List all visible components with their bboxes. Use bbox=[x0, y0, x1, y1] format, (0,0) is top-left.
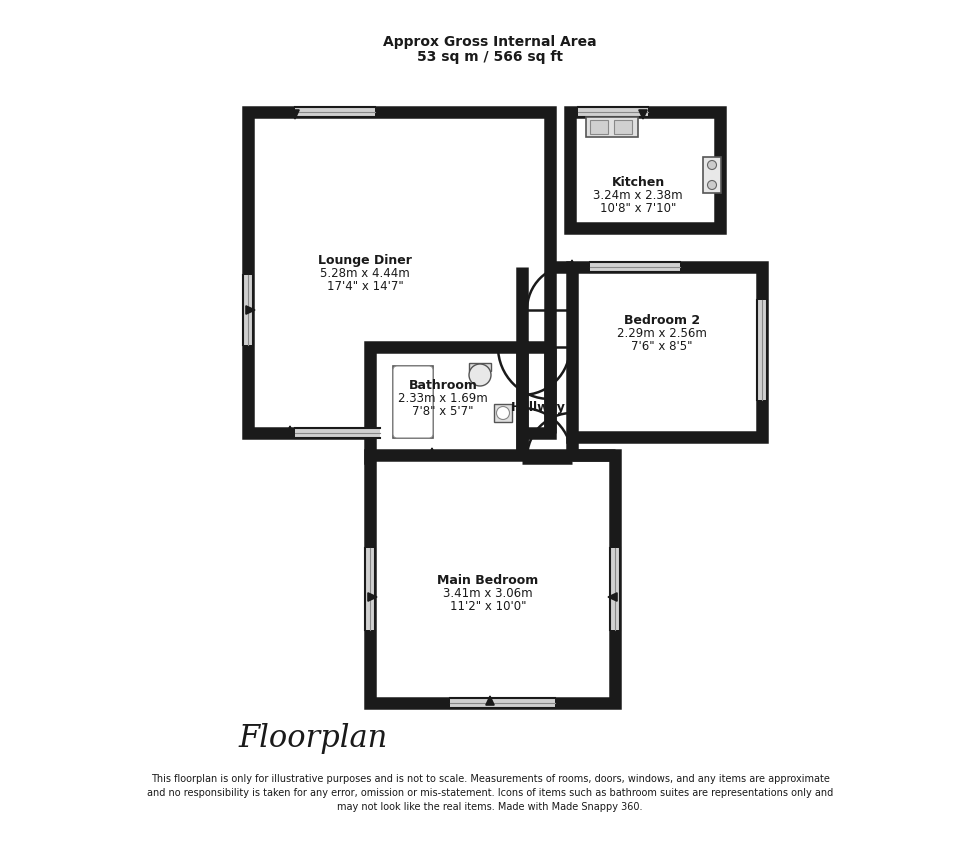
Bar bbox=[243, 275, 253, 345]
Bar bbox=[572, 267, 762, 437]
Ellipse shape bbox=[497, 406, 510, 420]
Bar bbox=[295, 428, 380, 438]
Circle shape bbox=[708, 180, 716, 190]
Text: Hallway: Hallway bbox=[511, 402, 565, 415]
Bar bbox=[590, 120, 608, 134]
Text: This floorplan is only for illustrative purposes and is not to scale. Measuremen: This floorplan is only for illustrative … bbox=[147, 774, 833, 812]
Polygon shape bbox=[368, 593, 377, 601]
Bar bbox=[469, 363, 491, 371]
Polygon shape bbox=[286, 426, 294, 435]
Bar bbox=[450, 698, 555, 708]
Bar bbox=[248, 112, 550, 433]
Text: Lounge Diner: Lounge Diner bbox=[318, 254, 412, 267]
Polygon shape bbox=[428, 448, 436, 457]
Text: Approx Gross Internal Area: Approx Gross Internal Area bbox=[383, 35, 597, 49]
Bar bbox=[295, 107, 375, 117]
Bar bbox=[610, 548, 620, 630]
Text: 11'2" x 10'0": 11'2" x 10'0" bbox=[450, 600, 526, 613]
Bar bbox=[578, 107, 648, 117]
Bar bbox=[494, 404, 512, 422]
FancyBboxPatch shape bbox=[393, 366, 433, 438]
Polygon shape bbox=[246, 306, 255, 314]
Text: 2.33m x 1.69m: 2.33m x 1.69m bbox=[398, 392, 488, 405]
Bar bbox=[393, 366, 433, 438]
Text: 10'8" x 7'10": 10'8" x 7'10" bbox=[600, 202, 676, 215]
Bar bbox=[614, 120, 632, 134]
Polygon shape bbox=[608, 593, 617, 601]
Text: 7'8" x 5'7": 7'8" x 5'7" bbox=[413, 405, 473, 418]
Bar bbox=[590, 262, 680, 272]
Text: 53 sq m / 566 sq ft: 53 sq m / 566 sq ft bbox=[417, 50, 563, 64]
Polygon shape bbox=[565, 265, 574, 274]
Polygon shape bbox=[486, 696, 494, 705]
Bar bbox=[370, 347, 522, 458]
Bar bbox=[586, 117, 638, 137]
Polygon shape bbox=[639, 110, 647, 119]
Text: 2.29m x 2.56m: 2.29m x 2.56m bbox=[617, 327, 707, 340]
Bar bbox=[370, 455, 615, 703]
Text: 7'6" x 8'5": 7'6" x 8'5" bbox=[631, 340, 693, 353]
Polygon shape bbox=[758, 430, 766, 439]
Circle shape bbox=[708, 161, 716, 169]
Text: Bathroom: Bathroom bbox=[409, 379, 477, 392]
Polygon shape bbox=[567, 260, 576, 269]
Polygon shape bbox=[758, 265, 766, 274]
Bar bbox=[703, 157, 721, 193]
Text: 17'4" x 14'7": 17'4" x 14'7" bbox=[326, 280, 404, 293]
Text: Main Bedroom: Main Bedroom bbox=[437, 574, 539, 587]
Ellipse shape bbox=[469, 364, 491, 386]
Text: Bedroom 2: Bedroom 2 bbox=[624, 314, 700, 327]
Bar bbox=[365, 548, 375, 630]
Text: Floorplan: Floorplan bbox=[238, 722, 387, 753]
Text: 3.41m x 3.06m: 3.41m x 3.06m bbox=[443, 587, 533, 600]
Bar bbox=[757, 300, 767, 400]
Text: 3.24m x 2.38m: 3.24m x 2.38m bbox=[593, 189, 683, 202]
Polygon shape bbox=[291, 110, 299, 119]
Text: Kitchen: Kitchen bbox=[612, 176, 664, 189]
Text: 5.28m x 4.44m: 5.28m x 4.44m bbox=[320, 267, 410, 280]
Polygon shape bbox=[546, 110, 555, 119]
Bar bbox=[570, 112, 720, 228]
